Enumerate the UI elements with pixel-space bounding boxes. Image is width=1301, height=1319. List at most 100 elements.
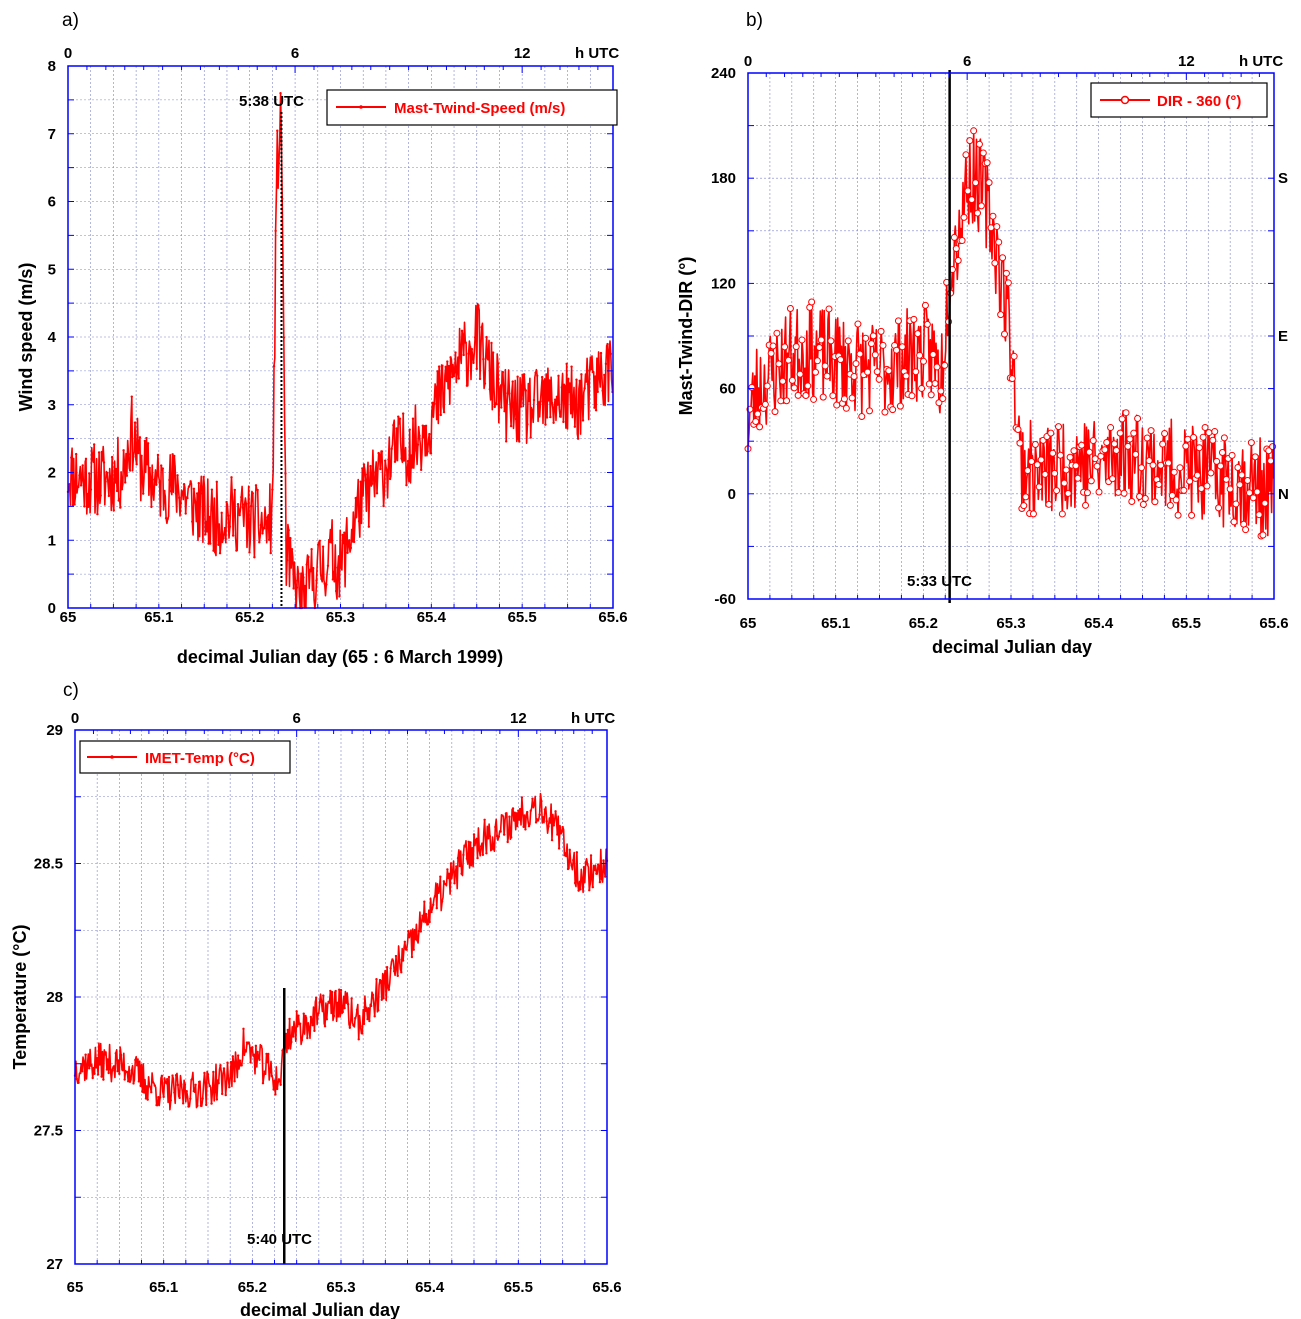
data-point	[171, 1074, 174, 1077]
data-point	[249, 1061, 252, 1064]
data-point	[1060, 479, 1068, 487]
data-point	[339, 988, 343, 992]
data-point	[1047, 429, 1055, 437]
data-point	[508, 815, 511, 818]
data-point	[94, 488, 97, 491]
data-point	[251, 492, 254, 495]
data-point	[350, 997, 353, 1000]
x-tick-labels: 65 65.1 65.2 65.3 65.4 65.5 65.6	[740, 615, 1289, 632]
data-point	[503, 410, 506, 413]
data-point	[343, 1006, 346, 1010]
data-point	[246, 517, 250, 520]
y-tick-label: 6	[48, 194, 56, 211]
data-point	[77, 1081, 80, 1084]
data-point	[158, 1096, 162, 1099]
data-point	[519, 405, 523, 408]
data-point	[103, 1053, 107, 1056]
data-point	[258, 541, 261, 544]
data-point	[467, 352, 470, 355]
legend-marker	[110, 755, 114, 759]
data-point	[482, 357, 485, 361]
data-point	[779, 377, 787, 385]
data-point	[397, 415, 400, 418]
data-point	[349, 546, 353, 550]
data-point	[439, 413, 442, 417]
data-point	[70, 456, 73, 459]
legend-entry: Mast-Twind-Speed (m/s)	[394, 100, 565, 117]
data-point	[997, 311, 1005, 319]
data-point	[325, 1018, 329, 1021]
data-point	[338, 595, 341, 598]
data-point	[514, 417, 518, 421]
data-point	[355, 1008, 359, 1012]
data-point	[545, 820, 548, 823]
data-point	[1118, 415, 1126, 423]
data-point	[240, 495, 243, 499]
data-point	[274, 1093, 277, 1096]
data-point	[1041, 470, 1049, 478]
data-point	[931, 379, 939, 387]
data-point	[260, 1044, 263, 1048]
data-point	[1004, 279, 1012, 287]
data-point	[1217, 462, 1225, 470]
data-point	[821, 362, 829, 370]
data-point	[968, 196, 976, 204]
data-point	[1114, 488, 1122, 496]
data-point	[472, 361, 475, 365]
data-point	[817, 336, 825, 344]
data-point	[369, 464, 372, 468]
data-point	[357, 1038, 360, 1041]
data-point	[879, 341, 887, 349]
data-point	[162, 1095, 165, 1099]
data-point	[486, 358, 490, 361]
data-point	[1045, 500, 1053, 508]
data-point	[848, 394, 856, 402]
data-point	[504, 812, 508, 815]
data-point	[527, 399, 531, 403]
data-point	[238, 513, 241, 517]
data-point	[469, 345, 472, 349]
data-point	[284, 472, 287, 475]
data-point	[167, 1075, 171, 1079]
data-point	[331, 578, 335, 581]
data-point	[833, 401, 841, 409]
data-point	[215, 480, 218, 484]
data-point	[970, 127, 978, 135]
data-point	[266, 516, 269, 519]
data-point	[547, 399, 550, 402]
data-point	[601, 389, 604, 392]
data-point	[390, 447, 393, 451]
data-point	[160, 1074, 164, 1078]
data-point	[267, 1052, 270, 1056]
data-point	[362, 1022, 366, 1026]
x-tick-label: 65.6	[592, 1279, 621, 1296]
data-point	[330, 990, 334, 994]
data-point	[127, 453, 130, 456]
data-point	[433, 402, 436, 406]
data-point	[213, 551, 217, 554]
data-point	[815, 343, 823, 351]
data-point	[105, 1068, 109, 1071]
data-point	[374, 471, 377, 474]
top-axis-tick-labels: 0 6 12	[744, 53, 1195, 70]
data-point	[222, 1067, 226, 1070]
data-point	[132, 1082, 135, 1085]
data-point	[308, 568, 312, 571]
data-point	[989, 212, 997, 220]
data-point	[100, 1075, 103, 1078]
data-point	[588, 369, 591, 372]
data-point	[196, 1104, 199, 1107]
panel-b-wind-direction: b) 65 65.1 65.2 65.3 65.4 65.5 65.6 -600601201…	[676, 10, 1289, 657]
data-point	[581, 419, 585, 422]
data-point	[179, 502, 183, 505]
panel-a-label: a)	[62, 10, 79, 31]
data-point	[869, 332, 877, 340]
data-point	[173, 1091, 176, 1094]
data-point	[139, 1084, 142, 1088]
data-point	[254, 484, 258, 487]
plot-frame	[747, 72, 1275, 600]
data-point	[294, 579, 297, 582]
compass-label: N	[1278, 486, 1289, 503]
data-point	[428, 432, 431, 436]
y-tick-label: 29	[46, 722, 63, 739]
